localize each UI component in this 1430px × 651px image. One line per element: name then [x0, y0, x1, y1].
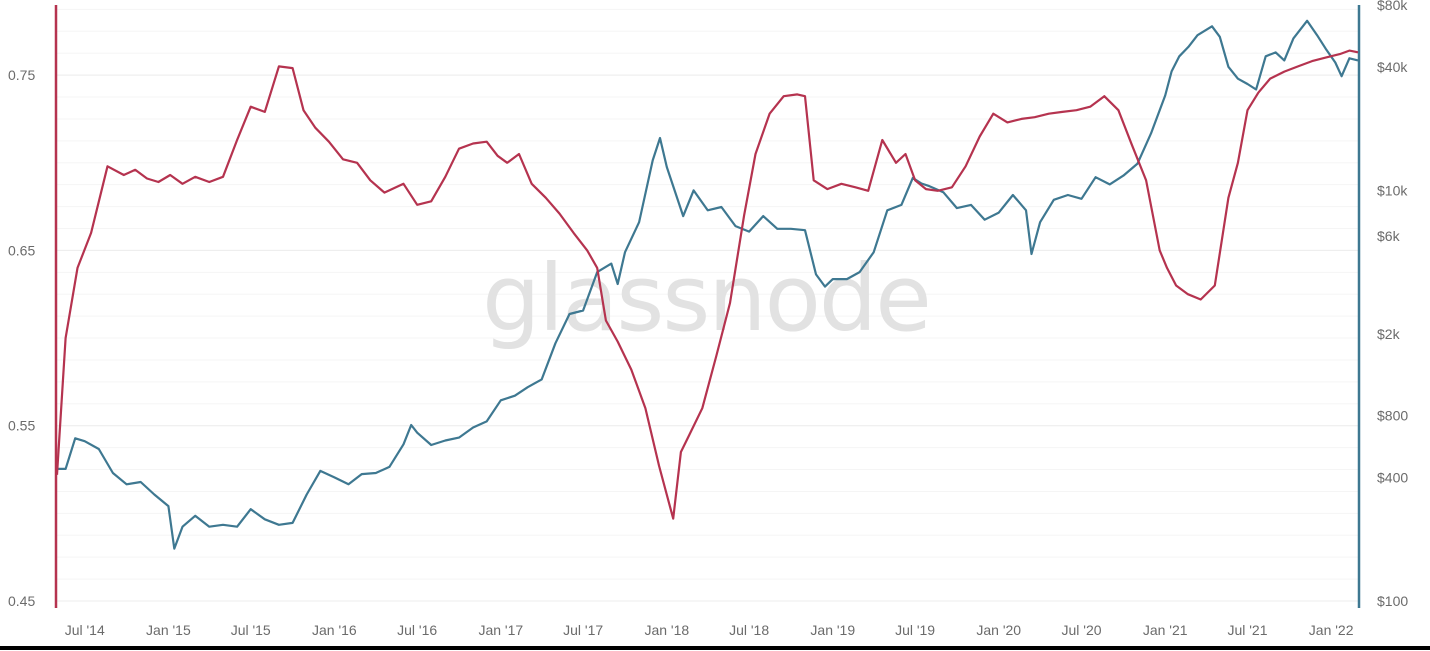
x-tick-label: Jan '16 [312, 622, 357, 638]
x-tick-label: Jan '18 [644, 622, 689, 638]
right-tick-label: $80k [1377, 0, 1408, 13]
right-tick-label: $40k [1377, 59, 1408, 75]
x-tick-label: Jan '20 [976, 622, 1021, 638]
major-grid [57, 74, 1358, 602]
x-tick-label: Jul '14 [65, 622, 105, 638]
x-tick-label: Jul '21 [1227, 622, 1267, 638]
x-tick-label: Jan '22 [1309, 622, 1354, 638]
right-tick-label: $100 [1377, 593, 1408, 609]
left-tick-label: 0.65 [8, 242, 35, 258]
right-tick-label: $2k [1377, 326, 1401, 342]
left-tick-label: 0.45 [8, 593, 35, 609]
right-tick-label: $400 [1377, 469, 1408, 485]
right-tick-label: $6k [1377, 228, 1401, 244]
left-tick-label: 0.55 [8, 418, 35, 434]
x-tick-label: Jul '17 [563, 622, 603, 638]
x-tick-label: Jan '21 [1143, 622, 1188, 638]
right-axis-ticks: $100 $400 $800 $2k $6k $10k $40k $80k [1377, 0, 1408, 609]
x-tick-label: Jul '15 [231, 622, 271, 638]
x-tick-label: Jul '16 [397, 622, 437, 638]
x-tick-label: Jan '17 [478, 622, 523, 638]
right-tick-label: $800 [1377, 408, 1408, 424]
x-tick-label: Jul '18 [729, 622, 769, 638]
left-axis-ticks: 0.45 0.55 0.65 0.75 [8, 67, 35, 609]
series-line-left-axis [55, 49, 1359, 520]
x-tick-label: Jul '19 [895, 622, 935, 638]
x-tick-label: Jan '15 [146, 622, 191, 638]
right-tick-label: $10k [1377, 182, 1408, 198]
x-tick-label: Jan '19 [810, 622, 855, 638]
bottom-border [0, 646, 1430, 650]
watermark: glassnode [482, 245, 930, 352]
x-axis-ticks: Jul '14 Jan '15 Jul '15 Jan '16 Jul '16 Jan '… [65, 622, 1354, 638]
x-tick-label: Jul '20 [1062, 622, 1102, 638]
left-tick-label: 0.75 [8, 67, 35, 83]
